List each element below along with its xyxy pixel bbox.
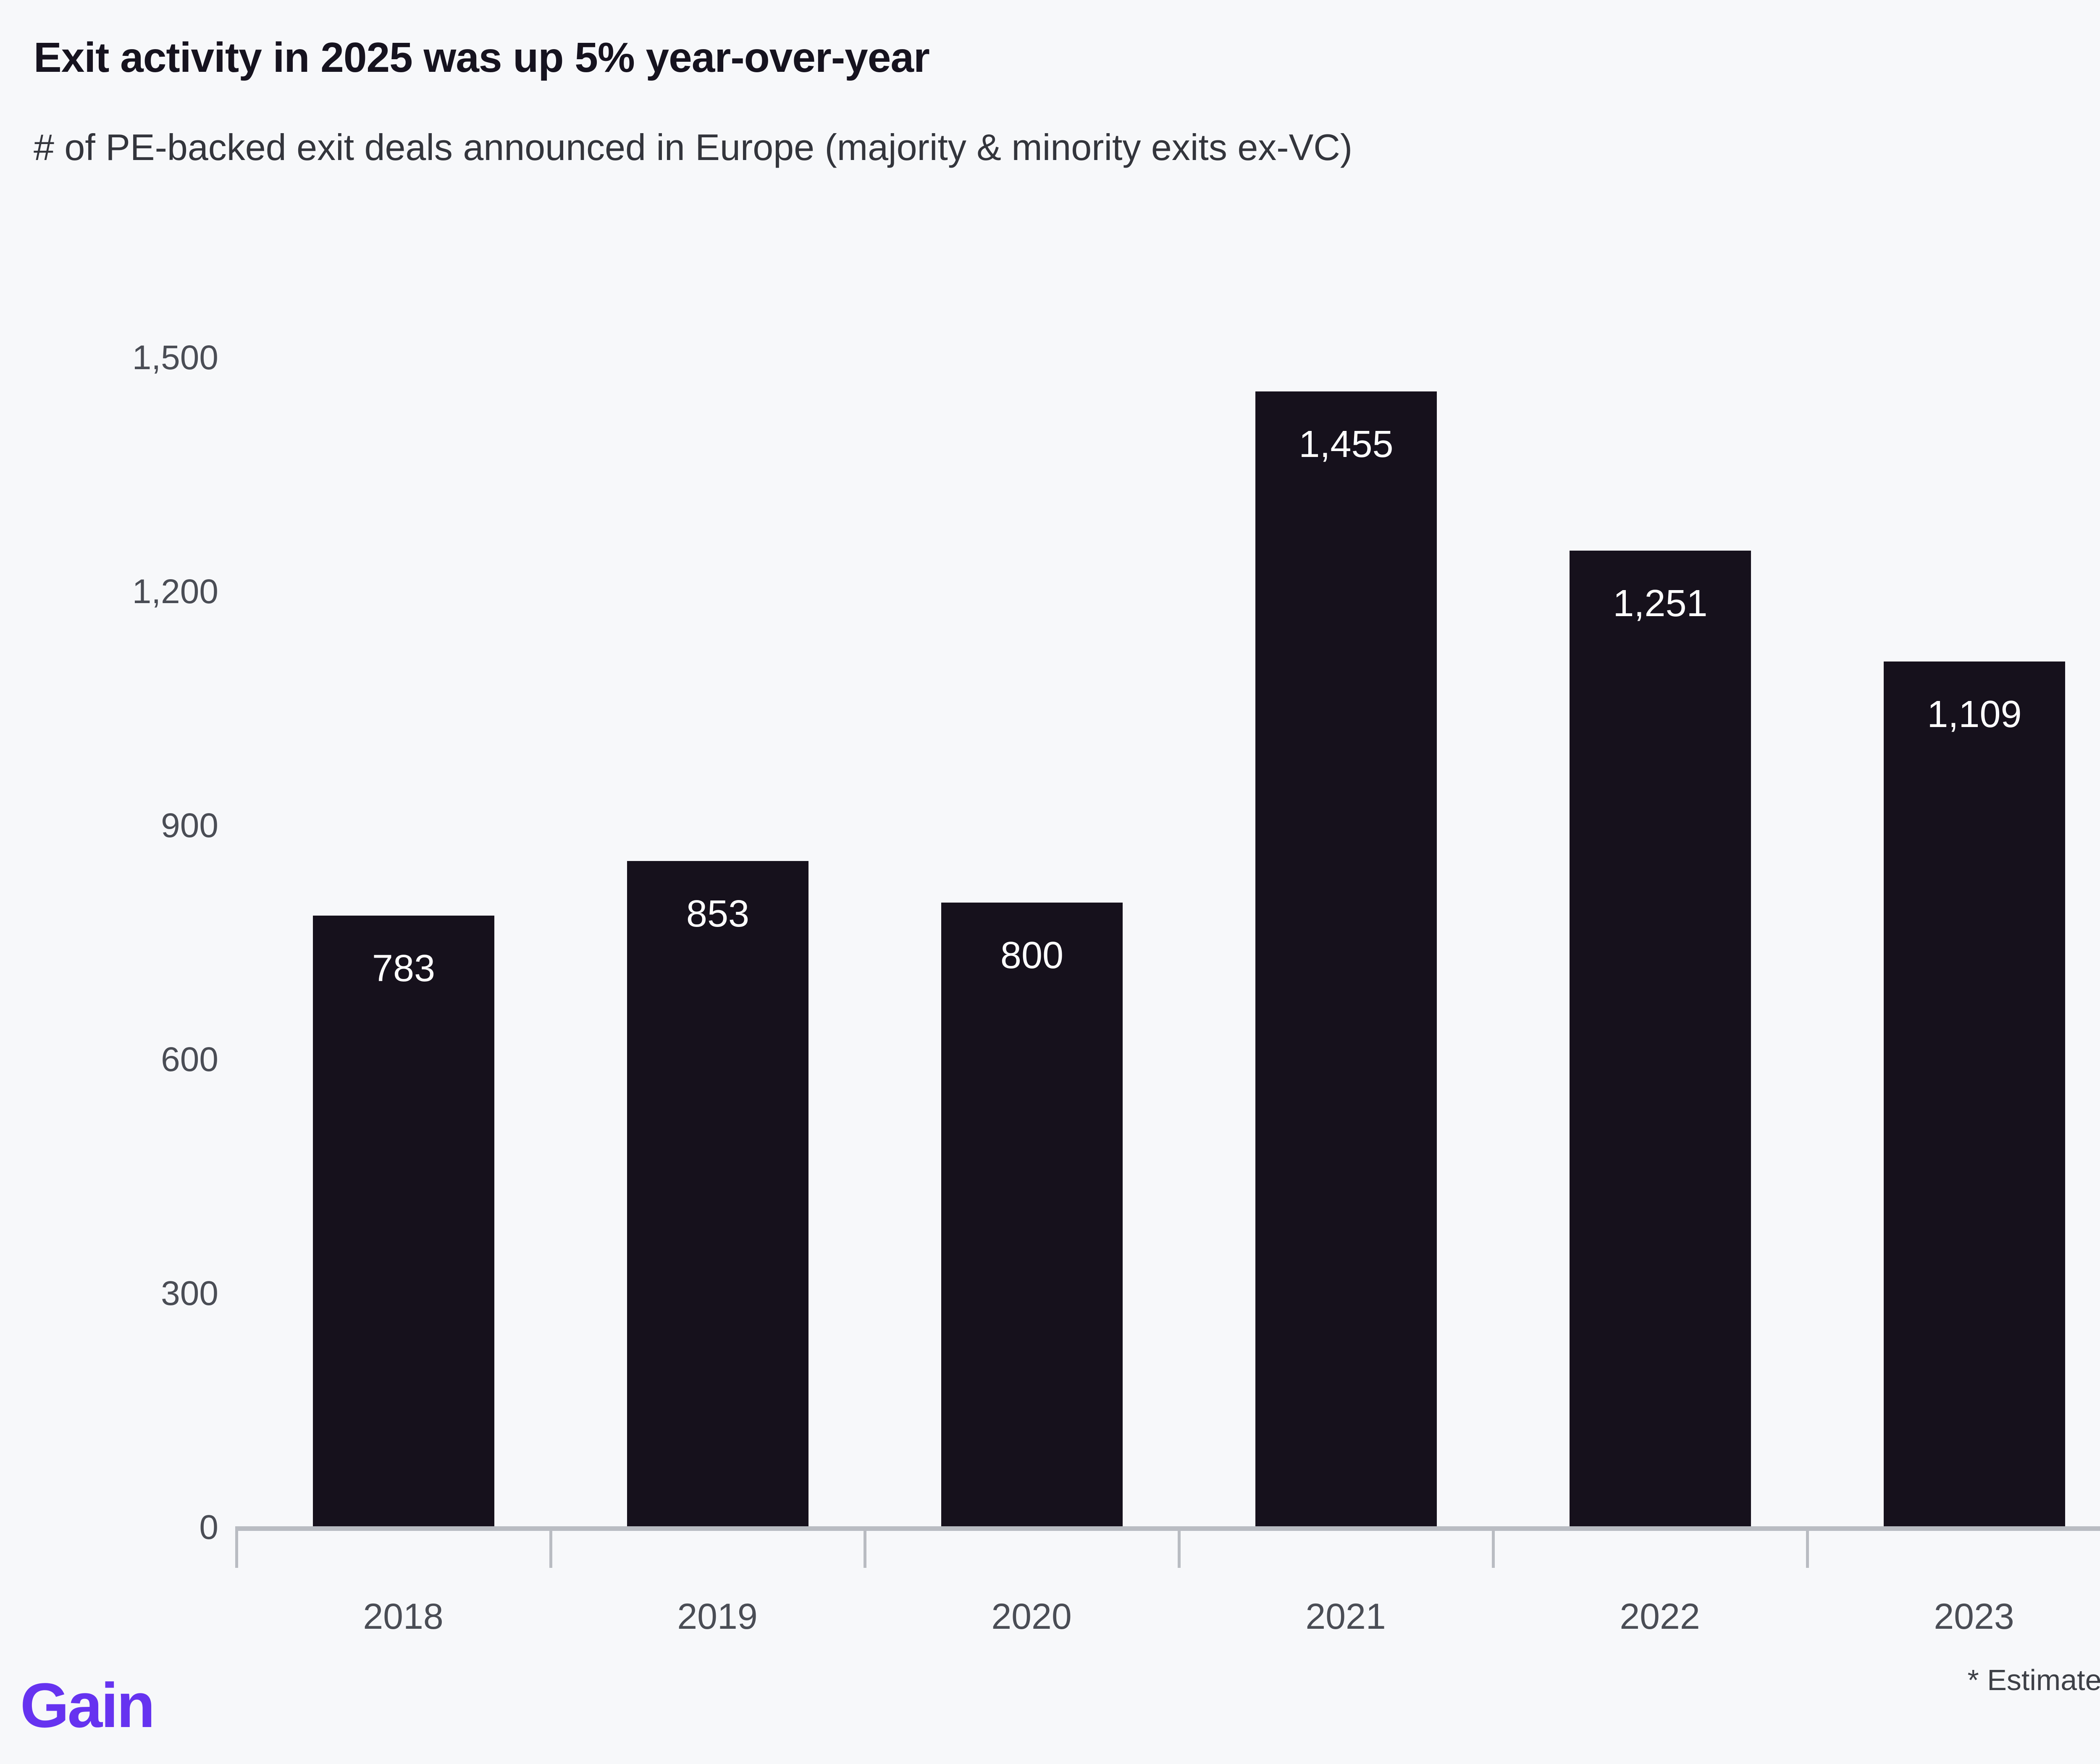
bar-2018 <box>313 916 494 1526</box>
x-axis-tick <box>1492 1531 1495 1568</box>
bar-2020 <box>941 903 1123 1526</box>
x-axis-tick <box>1806 1531 1809 1568</box>
x-axis-label-2022: 2022 <box>1620 1596 1700 1637</box>
y-axis-tick-label: 1,500 <box>132 339 218 377</box>
x-axis-label-2018: 2018 <box>363 1596 444 1637</box>
x-axis-tick <box>864 1531 866 1568</box>
x-axis-label-2020: 2020 <box>991 1596 1072 1637</box>
footnote-prefix: * Estimated count accounts for reporting… <box>1967 1664 2100 1696</box>
y-axis-tick-label: 900 <box>161 806 218 845</box>
x-axis-label-2023: 2023 <box>1934 1596 2014 1637</box>
bar-value-2019: 853 <box>686 893 750 935</box>
y-axis-tick-label: 300 <box>161 1274 218 1312</box>
chart-subtitle: # of PE-backed exit deals announced in E… <box>34 126 1353 168</box>
x-axis-tick <box>1178 1531 1181 1568</box>
x-axis-line <box>235 1526 2100 1531</box>
bar-value-2023: 1,109 <box>1927 693 2022 735</box>
bar-value-2022: 1,251 <box>1613 583 1708 625</box>
x-axis-label-2021: 2021 <box>1305 1596 1386 1637</box>
bar-2019 <box>627 861 808 1526</box>
x-axis-tick <box>235 1531 238 1568</box>
brand-logo: Gain <box>20 1670 155 1740</box>
bar-2023 <box>1884 662 2065 1526</box>
y-axis-tick-label: 600 <box>161 1040 218 1079</box>
y-axis-tick-label: 0 <box>199 1508 218 1546</box>
x-axis-tick <box>549 1531 552 1568</box>
bar-2021 <box>1255 391 1437 1526</box>
bar-value-2018: 783 <box>372 948 436 990</box>
bar-2022 <box>1570 551 1751 1526</box>
bar-value-2021: 1,455 <box>1299 423 1394 465</box>
chart-title: Exit activity in 2025 was up 5% year-ove… <box>34 34 930 81</box>
y-axis-tick-label: 1,200 <box>132 572 218 611</box>
footnote: * Estimated count accounts for reporting… <box>1968 1663 2100 1697</box>
x-axis-label-2019: 2019 <box>677 1596 758 1637</box>
bar-value-2020: 800 <box>1000 934 1064 976</box>
